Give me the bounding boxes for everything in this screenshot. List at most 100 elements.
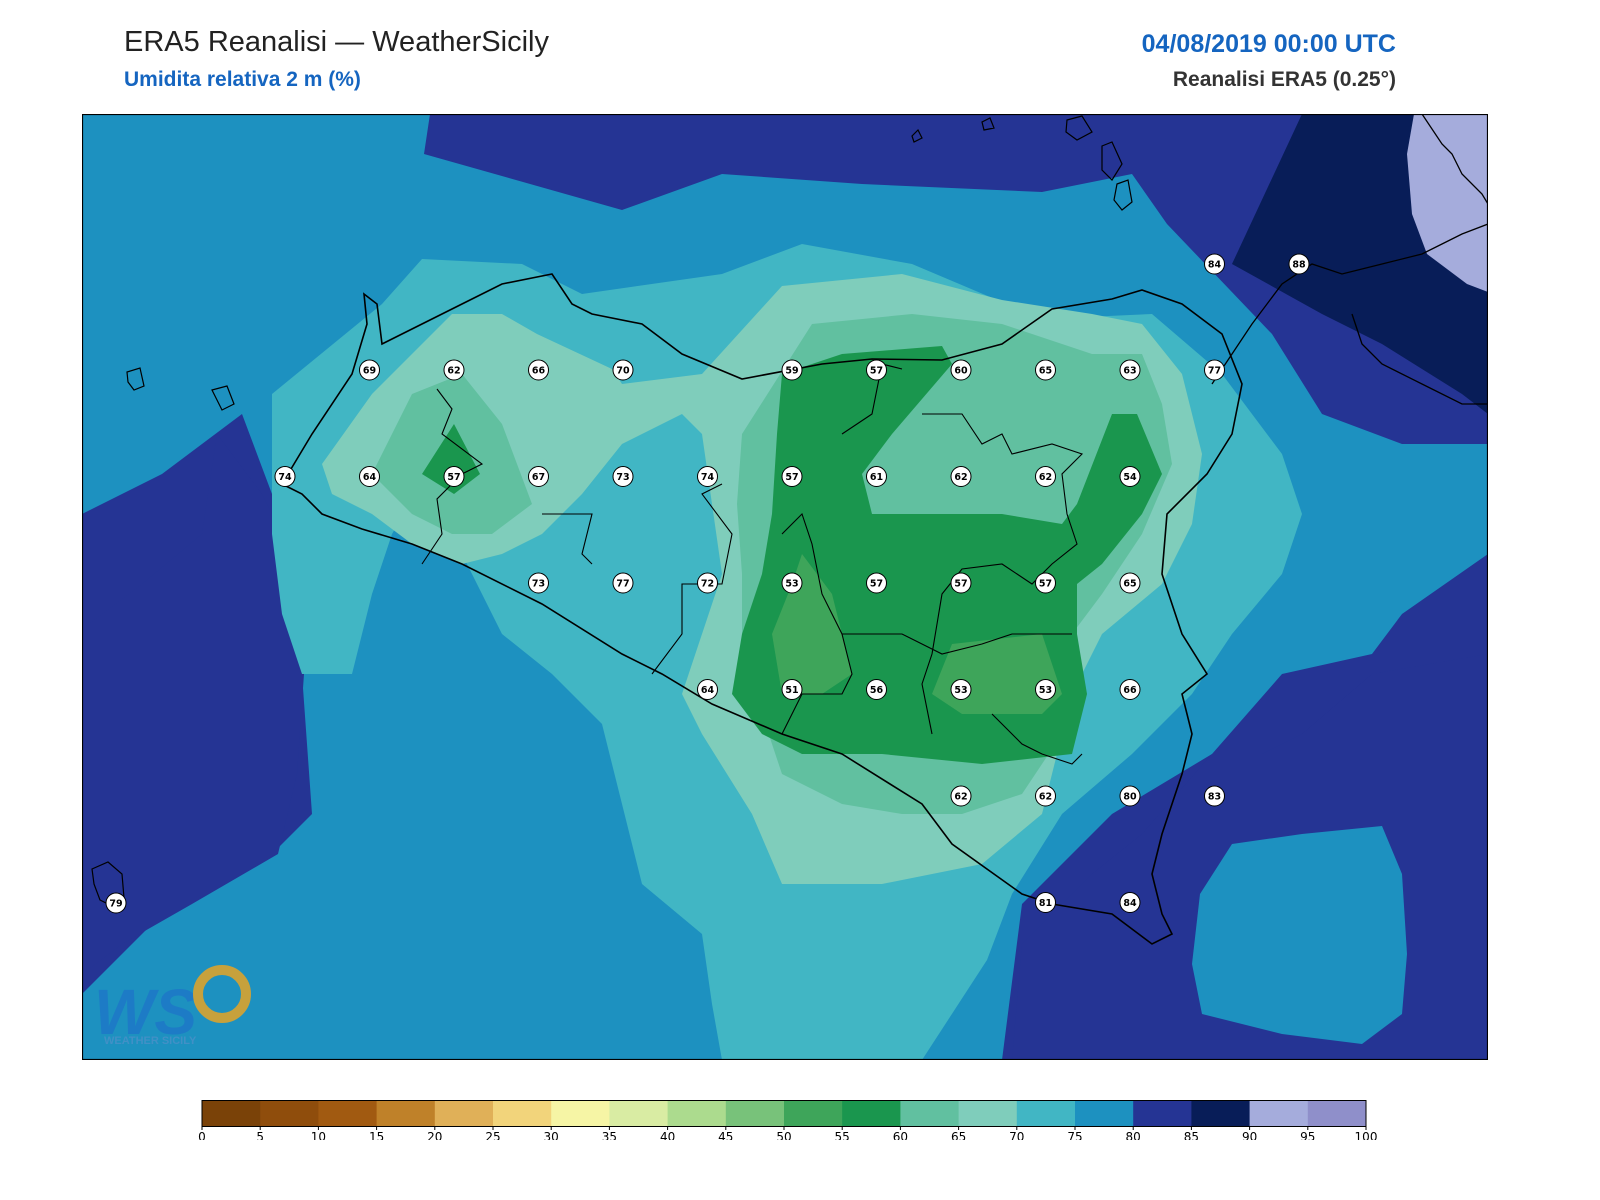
colorbar-swatch — [784, 1100, 843, 1126]
station-dot — [866, 466, 887, 487]
station-marker: 63 — [1119, 359, 1141, 381]
colorbar-tick-label: 50 — [776, 1130, 791, 1140]
map-frame — [82, 114, 1488, 1060]
station-marker: 57 — [443, 466, 465, 487]
colorbar-swatch — [609, 1100, 669, 1126]
station-value: 80 — [1123, 792, 1137, 803]
station-value: 57 — [954, 579, 967, 590]
station-value: 63 — [1123, 366, 1136, 377]
station-dot — [866, 359, 887, 381]
colorbar-swatch — [1133, 1100, 1192, 1126]
station-dot — [1119, 359, 1141, 381]
colorbar-tick-label: 85 — [1184, 1130, 1199, 1140]
station-value: 88 — [1292, 260, 1306, 271]
station-marker: 84 — [1119, 892, 1141, 913]
colorbar-swatch — [1249, 1100, 1309, 1126]
station-dot — [1035, 466, 1056, 487]
station-marker: 64 — [359, 466, 380, 487]
contour-55-60-west — [422, 424, 480, 494]
station-dot — [528, 572, 549, 594]
station-marker: 57 — [866, 359, 887, 381]
colorbar-tick-label: 95 — [1300, 1130, 1315, 1140]
station-dot — [697, 572, 718, 594]
station-marker: 70 — [612, 359, 634, 381]
contour-90-95 — [1407, 114, 1488, 292]
station-marker: 59 — [781, 359, 803, 381]
colorbar-swatch — [667, 1100, 727, 1126]
station-marker: 69 — [359, 359, 380, 381]
station-dot — [1119, 466, 1141, 487]
island-ustica — [911, 128, 923, 143]
colorbar-swatch — [1075, 1100, 1134, 1126]
station-dot — [866, 572, 887, 594]
station-marker: 62 — [950, 466, 972, 487]
colorbar-tick-label: 25 — [485, 1130, 500, 1140]
station-marker: 84 — [1204, 253, 1225, 275]
station-value: 64 — [363, 472, 377, 483]
station-marker: 62 — [1035, 466, 1056, 487]
map-subtitle: Umidita relativa 2 m (%) — [124, 68, 361, 91]
station-marker: 54 — [1119, 466, 1141, 487]
station-marker: 77 — [1204, 359, 1225, 381]
station-dot — [1119, 892, 1141, 913]
station-marker: 62 — [1035, 785, 1056, 807]
station-value: 73 — [616, 472, 629, 483]
station-dot — [612, 466, 634, 487]
data-source: Reanalisi ERA5 (0.25°) — [1172, 68, 1396, 91]
station-value: 77 — [1208, 366, 1221, 377]
station-dot — [1204, 359, 1225, 381]
colorbar-swatch — [551, 1100, 610, 1126]
station-value: 77 — [616, 579, 629, 590]
station-dot — [866, 679, 887, 700]
station-marker: 62 — [950, 785, 972, 807]
colorbar-tick-label: 20 — [427, 1130, 442, 1140]
map-title: ERA5 Reanalisi — WeatherSicily — [124, 26, 549, 58]
station-dot — [359, 466, 380, 487]
station-dot — [528, 359, 549, 381]
station-value: 84 — [1208, 260, 1222, 271]
station-value: 79 — [109, 899, 122, 910]
station-marker: 57 — [950, 572, 972, 594]
station-value: 62 — [954, 472, 967, 483]
station-value: 62 — [1039, 472, 1052, 483]
station-marker: 66 — [1119, 679, 1141, 700]
station-value: 57 — [870, 366, 883, 377]
station-value: 60 — [954, 366, 968, 377]
station-marker: 72 — [697, 572, 718, 594]
station-value: 57 — [785, 472, 798, 483]
station-dot — [528, 466, 549, 487]
station-marker: 80 — [1119, 785, 1141, 807]
colorbar-swatch — [202, 1100, 261, 1126]
station-value: 54 — [1123, 472, 1137, 483]
station-value: 74 — [701, 472, 715, 483]
station-dot — [781, 359, 803, 381]
station-dot — [950, 359, 972, 381]
station-marker: 61 — [866, 466, 887, 487]
island-vulcano — [1113, 179, 1133, 211]
station-dot — [359, 359, 380, 381]
station-dot — [950, 679, 972, 700]
station-dot — [1204, 785, 1225, 807]
station-dot — [950, 785, 972, 807]
colorbar-swatches — [201, 1100, 1367, 1127]
station-value: 65 — [1123, 579, 1136, 590]
station-value: 51 — [785, 685, 798, 696]
sicily-coastline — [280, 273, 1243, 945]
station-marker: 88 — [1288, 253, 1310, 275]
station-value: 66 — [1123, 685, 1137, 696]
station-marker: 66 — [528, 359, 549, 381]
province-boundary — [421, 363, 1084, 765]
station-dot — [443, 466, 465, 487]
station-dot — [443, 359, 465, 381]
colorbar-ticks: 0 5 10 15 20 25 30 35 40 45 50 55 60 65 70 75 80 85 90 95 10… — [198, 1126, 1377, 1140]
station-marker: 73 — [612, 466, 634, 487]
station-value: 57 — [1039, 579, 1052, 590]
station-marker: 74 — [274, 466, 296, 487]
station-value: 64 — [701, 685, 715, 696]
calabria-coastline — [1211, 114, 1488, 405]
station-value: 73 — [532, 579, 545, 590]
station-dot — [950, 466, 972, 487]
colorbar-swatch — [900, 1100, 960, 1126]
station-dot — [274, 466, 296, 487]
station-marker: 57 — [781, 466, 803, 487]
